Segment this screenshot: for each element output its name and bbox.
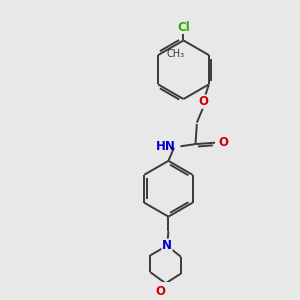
Text: N: N bbox=[162, 239, 172, 252]
Text: O: O bbox=[155, 285, 165, 298]
Text: HN: HN bbox=[155, 140, 176, 153]
Text: CH₃: CH₃ bbox=[167, 49, 184, 59]
Text: O: O bbox=[218, 136, 228, 149]
Text: O: O bbox=[199, 95, 209, 108]
Text: Cl: Cl bbox=[177, 21, 190, 34]
